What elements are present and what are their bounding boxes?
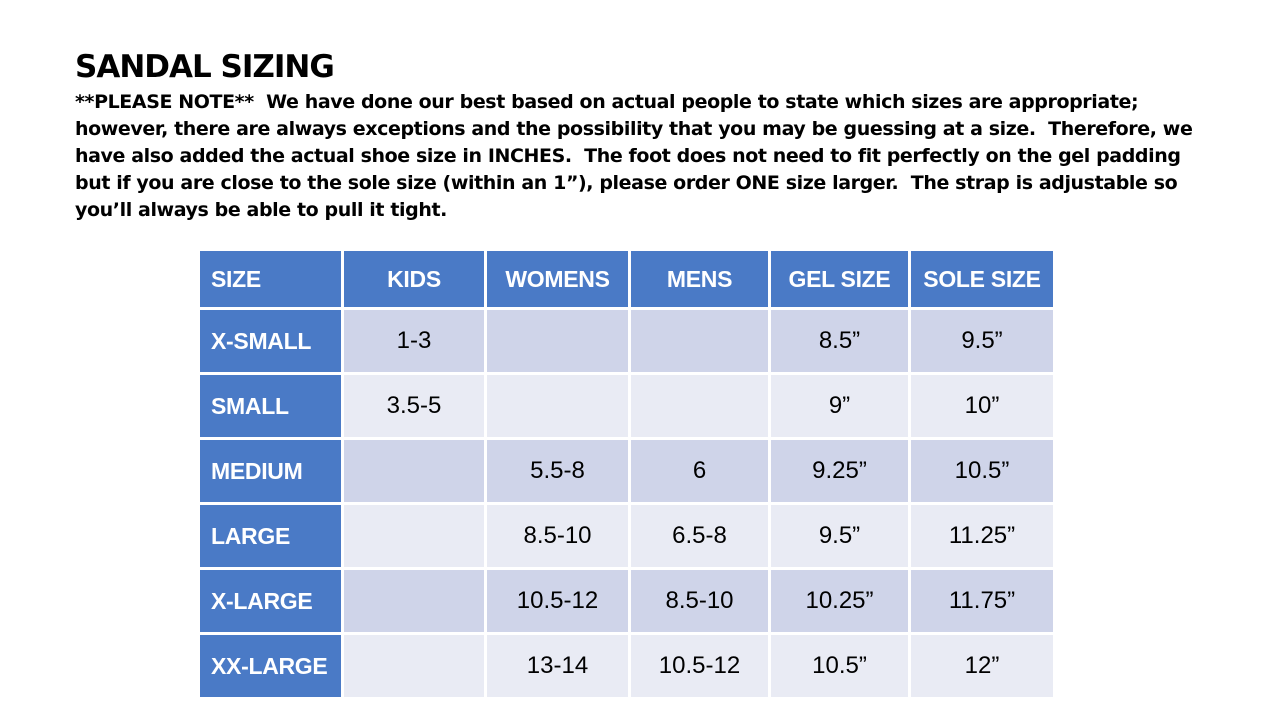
cell-x-small-gel-size: 8.5” — [768, 307, 911, 376]
cell-medium-mens: 6 — [628, 437, 771, 506]
cell-medium-womens: 5.5-8 — [484, 437, 631, 506]
cell-xx-large-womens: 13-14 — [484, 632, 631, 701]
cell-xx-large-gel-size: 10.5” — [768, 632, 911, 701]
table-head: SIZE KIDS WOMENS MENS GEL SIZE SOLE SIZE — [197, 248, 1056, 311]
cell-x-small-mens — [628, 307, 771, 376]
cell-x-large-gel-size: 10.25” — [768, 567, 911, 636]
table-row-xx-large: XX-LARGE 13-14 10.5-12 10.5” 12” — [197, 632, 1056, 701]
cell-x-large-womens: 10.5-12 — [484, 567, 631, 636]
cell-medium-sole-size: 10.5” — [908, 437, 1056, 506]
table-header-row: SIZE KIDS WOMENS MENS GEL SIZE SOLE SIZE — [197, 248, 1056, 311]
cell-large-womens: 8.5-10 — [484, 502, 631, 571]
table-row-large: LARGE 8.5-10 6.5-8 9.5” 11.25” — [197, 502, 1056, 571]
cell-large-sole-size: 11.25” — [908, 502, 1056, 571]
sizing-table: SIZE KIDS WOMENS MENS GEL SIZE SOLE SIZE X-SM… — [197, 248, 1056, 701]
cell-small-kids: 3.5-5 — [341, 372, 487, 441]
column-header-gel-size: GEL SIZE — [768, 248, 911, 311]
row-header-xx-large: XX-LARGE — [197, 632, 344, 701]
cell-x-large-mens: 8.5-10 — [628, 567, 771, 636]
column-header-mens: MENS — [628, 248, 771, 311]
table-row-x-large: X-LARGE 10.5-12 8.5-10 10.25” 11.75” — [197, 567, 1056, 636]
cell-small-gel-size: 9” — [768, 372, 911, 441]
table-row-small: SMALL 3.5-5 9” 10” — [197, 372, 1056, 441]
cell-x-small-sole-size: 9.5” — [908, 307, 1056, 376]
cell-large-mens: 6.5-8 — [628, 502, 771, 571]
cell-small-mens — [628, 372, 771, 441]
row-header-large: LARGE — [197, 502, 344, 571]
cell-xx-large-mens: 10.5-12 — [628, 632, 771, 701]
page-title: SANDAL SIZING — [75, 49, 335, 85]
column-header-size: SIZE — [197, 248, 344, 311]
cell-medium-kids — [341, 437, 487, 506]
cell-x-small-kids: 1-3 — [341, 307, 487, 376]
table-row-medium: MEDIUM 5.5-8 6 9.25” 10.5” — [197, 437, 1056, 506]
table-row-x-small: X-SMALL 1-3 8.5” 9.5” — [197, 307, 1056, 376]
cell-x-small-womens — [484, 307, 631, 376]
cell-x-large-sole-size: 11.75” — [908, 567, 1056, 636]
cell-small-sole-size: 10” — [908, 372, 1056, 441]
cell-large-gel-size: 9.5” — [768, 502, 911, 571]
row-header-x-small: X-SMALL — [197, 307, 344, 376]
cell-xx-large-kids — [341, 632, 487, 701]
note-paragraph: **PLEASE NOTE** We have done our best ba… — [75, 91, 1199, 222]
column-header-sole-size: SOLE SIZE — [908, 248, 1056, 311]
column-header-kids: KIDS — [341, 248, 487, 311]
cell-medium-gel-size: 9.25” — [768, 437, 911, 506]
row-header-small: SMALL — [197, 372, 344, 441]
cell-large-kids — [341, 502, 487, 571]
cell-small-womens — [484, 372, 631, 441]
row-header-x-large: X-LARGE — [197, 567, 344, 636]
row-header-medium: MEDIUM — [197, 437, 344, 506]
cell-xx-large-sole-size: 12” — [908, 632, 1056, 701]
table-body: X-SMALL 1-3 8.5” 9.5” SMALL 3.5-5 9” 10” MEDIUM 5… — [197, 307, 1056, 701]
cell-x-large-kids — [341, 567, 487, 636]
column-header-womens: WOMENS — [484, 248, 631, 311]
